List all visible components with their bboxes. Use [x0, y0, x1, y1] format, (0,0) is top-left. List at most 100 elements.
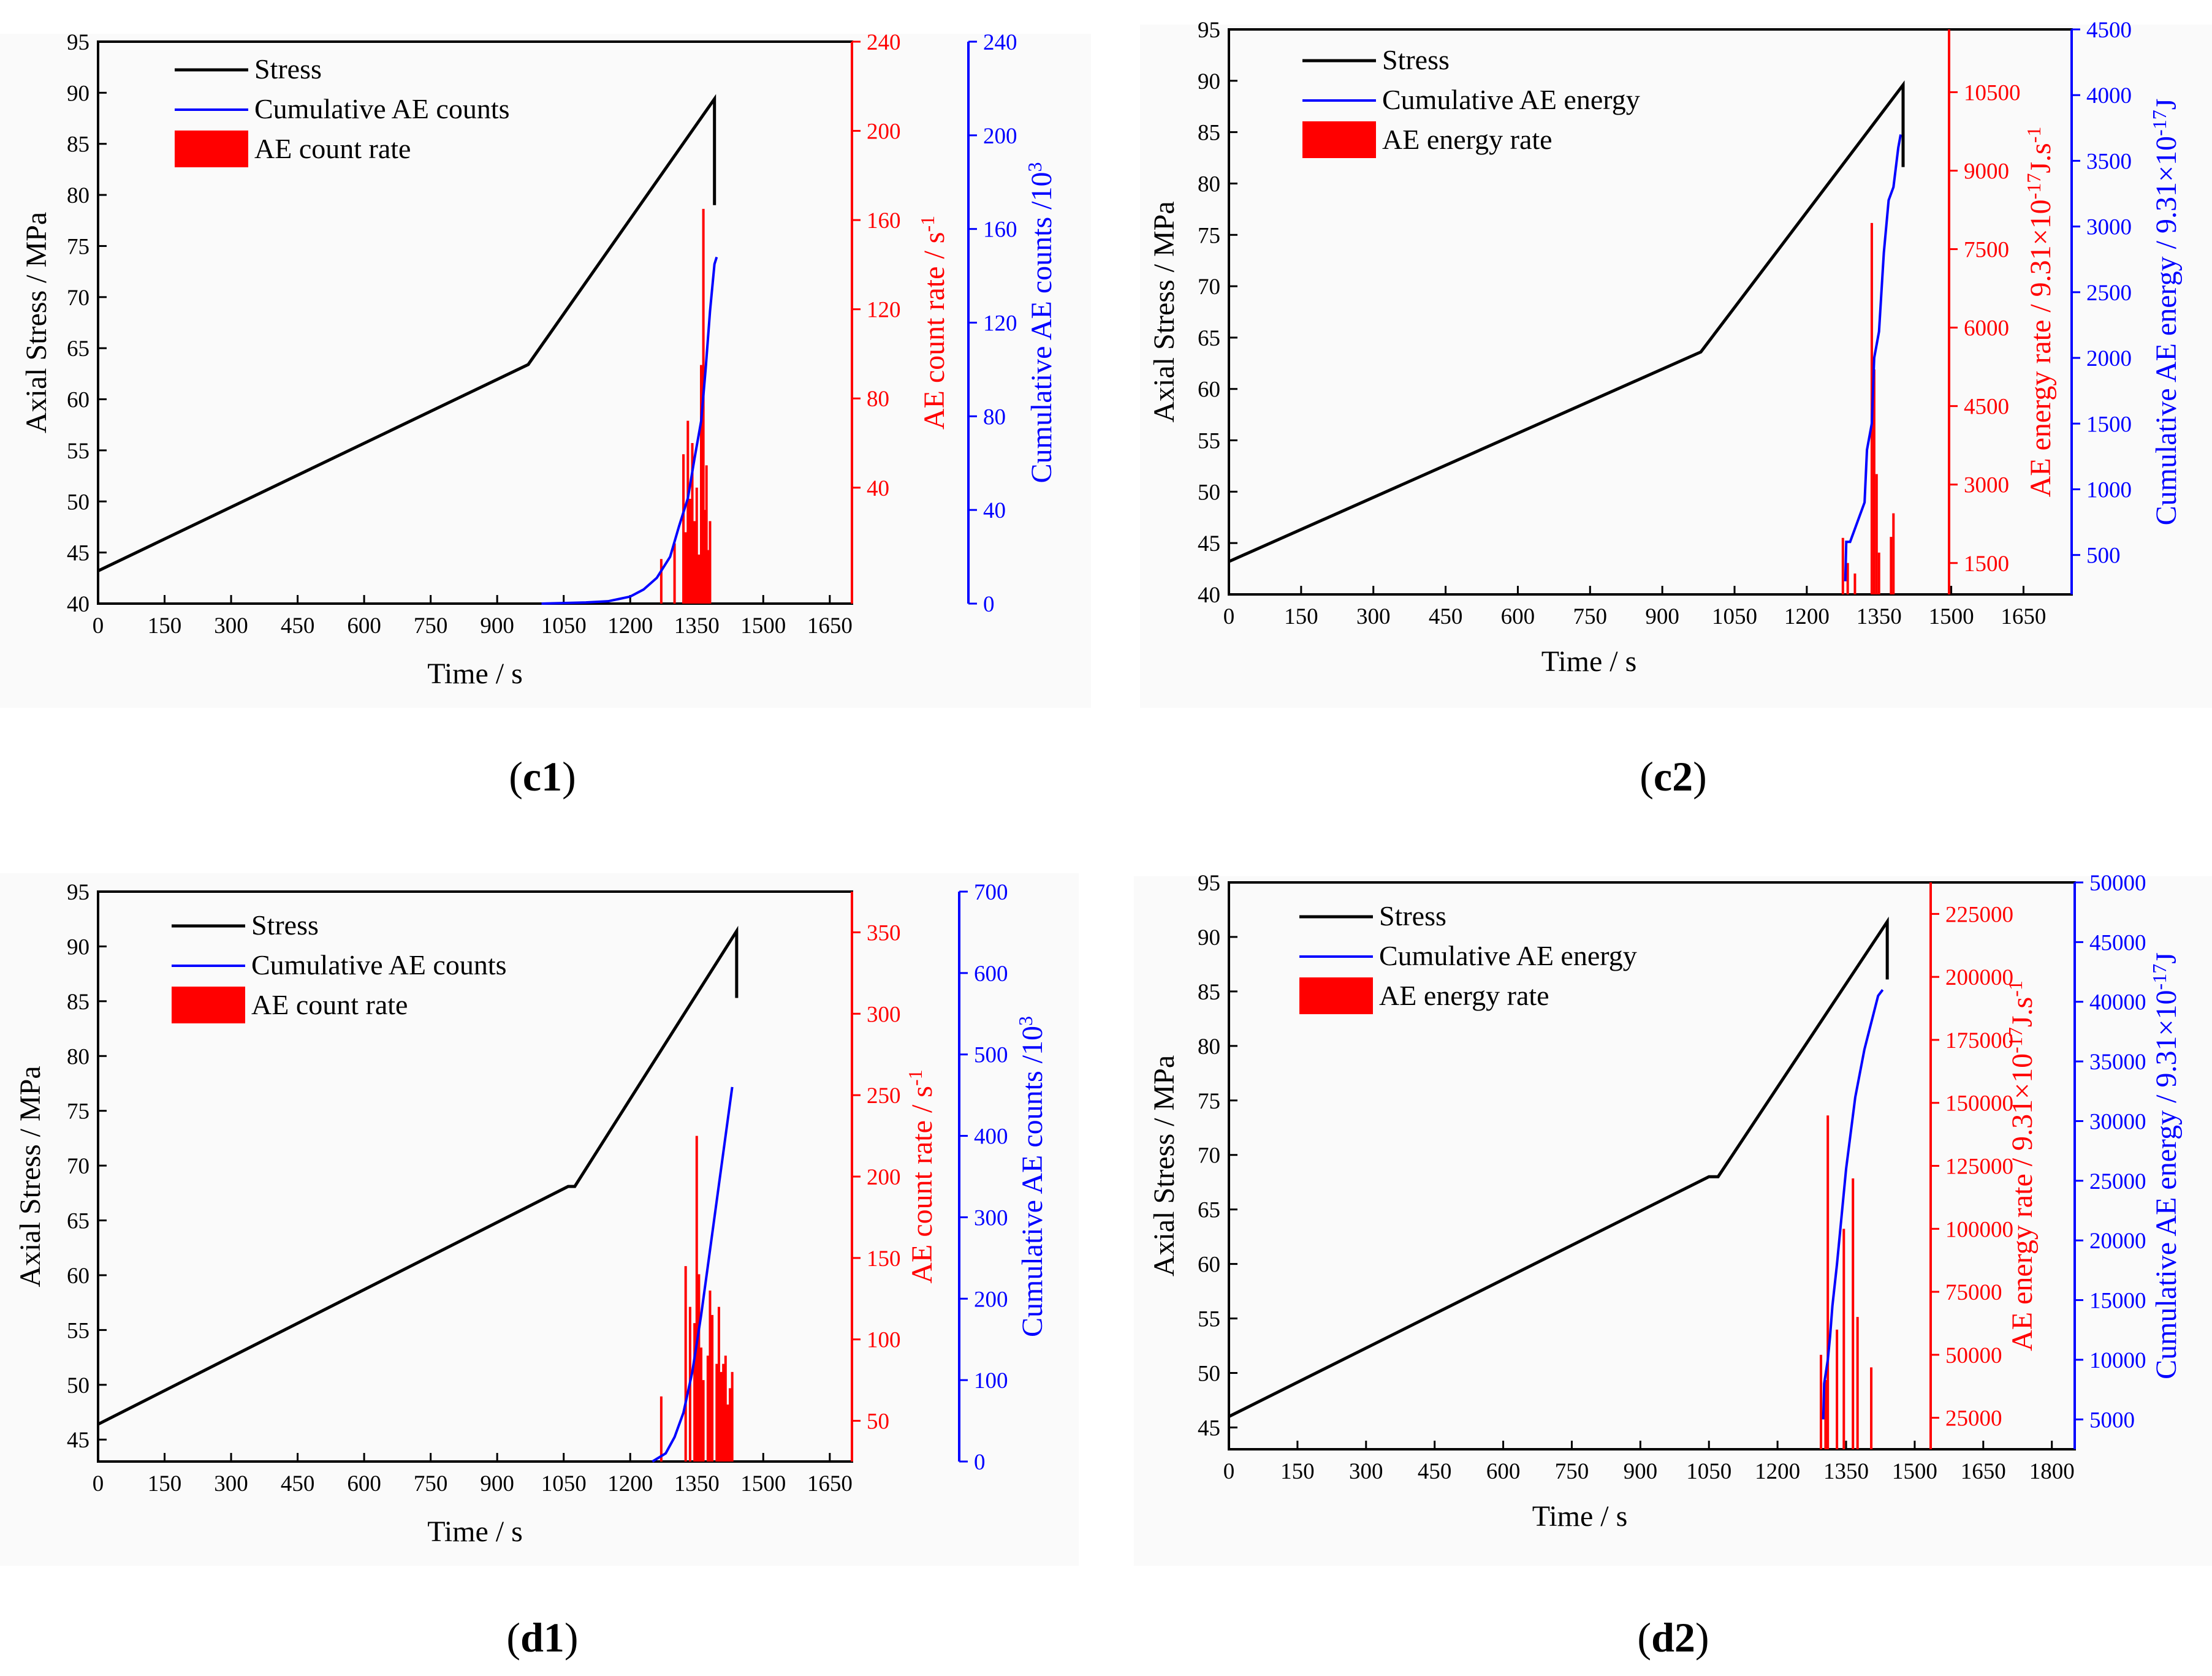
y-tick-label: 95	[1198, 871, 1220, 896]
rate-tick-label: 225000	[1945, 902, 2013, 927]
y-tick-label: 60	[1198, 377, 1220, 403]
x-tick-label: 1650	[1961, 1459, 2006, 1484]
y-tick-label: 55	[1198, 1307, 1220, 1332]
x-tick-label: 600	[1501, 604, 1535, 629]
cumulative-tick-label: 300	[974, 1205, 1008, 1230]
x-tick-label: 0	[1223, 604, 1235, 629]
x-tick-label: 900	[1645, 604, 1679, 629]
rate-tick-label: 7500	[1964, 238, 2009, 263]
legend: Stress Cumulative AE energy AE energy rate	[1299, 900, 1637, 1014]
cumulative-tick-label: 45000	[2089, 930, 2146, 955]
x-axis-label: Time / s	[1541, 645, 1637, 678]
y-tick-label: 90	[1198, 925, 1220, 950]
y-axis-label: Axial Stress / MPa	[1148, 201, 1180, 422]
cumulative-line	[541, 256, 718, 605]
cumulative-tick-label: 240	[983, 30, 1017, 55]
cumulative-tick-label: 0	[983, 592, 995, 617]
panel-caption: (c1)	[509, 753, 576, 800]
cumulative-line	[1822, 989, 1884, 1420]
x-tick-label: 0	[1223, 1459, 1235, 1484]
x-axis-label: Time / s	[1532, 1500, 1628, 1533]
x-tick-label: 1650	[807, 613, 853, 639]
x-tick-label: 1650	[2001, 604, 2046, 629]
x-tick-label: 750	[414, 1471, 448, 1496]
y-axis-label: Axial Stress / MPa	[14, 1066, 47, 1287]
y-tick-label: 50	[67, 1373, 89, 1398]
rate-axis-label: AE energy rate / 9.31×10-17J.s-1	[2004, 980, 2039, 1351]
stress-line	[97, 925, 739, 1426]
x-tick-label: 1500	[1892, 1459, 1937, 1484]
y-tick-label: 50	[67, 490, 89, 515]
x-tick-label: 1350	[1823, 1459, 1869, 1484]
y-tick-label: 65	[67, 336, 89, 362]
x-axis-label: Time / s	[427, 658, 523, 690]
cumulative-tick-label: 40	[983, 498, 1006, 523]
panel-caption: (c2)	[1640, 753, 1707, 800]
rate-tick-label: 40	[867, 476, 889, 501]
y-tick-label: 80	[1198, 172, 1220, 197]
x-axis-label: Time / s	[427, 1515, 523, 1548]
chart-panel-d2: 0 150 300 450 600 750 900 1050 1200 1350 1500 1650 1…	[1134, 871, 2212, 1661]
x-tick-label: 1500	[740, 1471, 786, 1496]
rate-tick-label: 125000	[1945, 1155, 2013, 1180]
x-tick-label: 450	[1429, 604, 1463, 629]
panel-caption: (d1)	[506, 1614, 578, 1661]
y-tick-label: 45	[67, 1428, 89, 1453]
legend-cumulative-label: Cumulative AE counts	[254, 93, 510, 124]
legend-stress-label: Stress	[1379, 900, 1446, 931]
y-tick-label: 85	[67, 990, 89, 1015]
x-tick-label: 1200	[607, 613, 653, 639]
y-tick-label: 95	[67, 30, 89, 55]
cumulative-line	[652, 1086, 734, 1463]
cumulative-axis-label: Cumulative AE counts /103	[1024, 162, 1058, 483]
cumulative-tick-label: 100	[974, 1368, 1008, 1394]
y-tick-label: 50	[1198, 1361, 1220, 1386]
y-tick-label: 45	[67, 541, 89, 566]
cumulative-tick-label: 5000	[2089, 1408, 2135, 1433]
x-tick-label: 150	[1280, 1459, 1315, 1484]
x-tick-label: 900	[480, 613, 514, 639]
x-tick-label: 300	[214, 1471, 248, 1496]
y-tick-label: 85	[1198, 980, 1220, 1005]
legend-rate-swatch	[175, 131, 248, 167]
cumulative-tick-label: 160	[983, 218, 1017, 243]
y-tick-label: 80	[1198, 1034, 1220, 1060]
x-tick-label: 150	[148, 1471, 182, 1496]
rate-tick-label: 350	[867, 920, 901, 946]
cumulative-tick-label: 2500	[2086, 281, 2132, 306]
cumulative-tick-label: 200	[983, 124, 1017, 149]
x-tick-label: 1350	[674, 613, 720, 639]
y-tick-label: 70	[1198, 275, 1220, 300]
cumulative-tick-label: 500	[2086, 544, 2121, 569]
legend-rate-swatch	[172, 987, 245, 1023]
rate-tick-label: 6000	[1964, 316, 2009, 341]
y-tick-label: 60	[67, 1264, 89, 1289]
x-tick-label: 750	[1555, 1459, 1589, 1484]
rate-tick-label: 120	[867, 298, 901, 323]
rate-axis-label: AE count rate / s-1	[904, 1069, 938, 1283]
x-tick-label: 900	[480, 1471, 514, 1496]
y-tick-label: 95	[67, 880, 89, 905]
x-tick-label: 1200	[1784, 604, 1830, 629]
x-tick-label: 1050	[1686, 1459, 1731, 1484]
rate-tick-label: 10500	[1964, 80, 2021, 105]
y-tick-label: 45	[1198, 1416, 1220, 1441]
cumulative-tick-label: 1000	[2086, 477, 2132, 502]
legend-rate-label: AE count rate	[251, 989, 408, 1020]
rate-tick-label: 100	[867, 1328, 901, 1353]
cumulative-tick-label: 120	[983, 311, 1017, 336]
x-tick-label: 1800	[2029, 1459, 2075, 1484]
legend-cumulative-label: Cumulative AE energy	[1379, 940, 1637, 971]
y-tick-label: 85	[67, 132, 89, 157]
rate-tick-label: 250	[867, 1083, 901, 1109]
rate-tick-label: 175000	[1945, 1028, 2013, 1053]
rate-tick-label: 150	[867, 1246, 901, 1272]
y-tick-label: 70	[67, 1154, 89, 1179]
y-tick-label: 55	[67, 439, 89, 464]
legend-rate-label: AE energy rate	[1382, 124, 1553, 155]
y-tick-label: 95	[1198, 18, 1220, 43]
y-tick-label: 40	[1198, 583, 1220, 608]
cumulative-tick-label: 0	[974, 1450, 986, 1475]
y-tick-label: 75	[1198, 223, 1220, 248]
